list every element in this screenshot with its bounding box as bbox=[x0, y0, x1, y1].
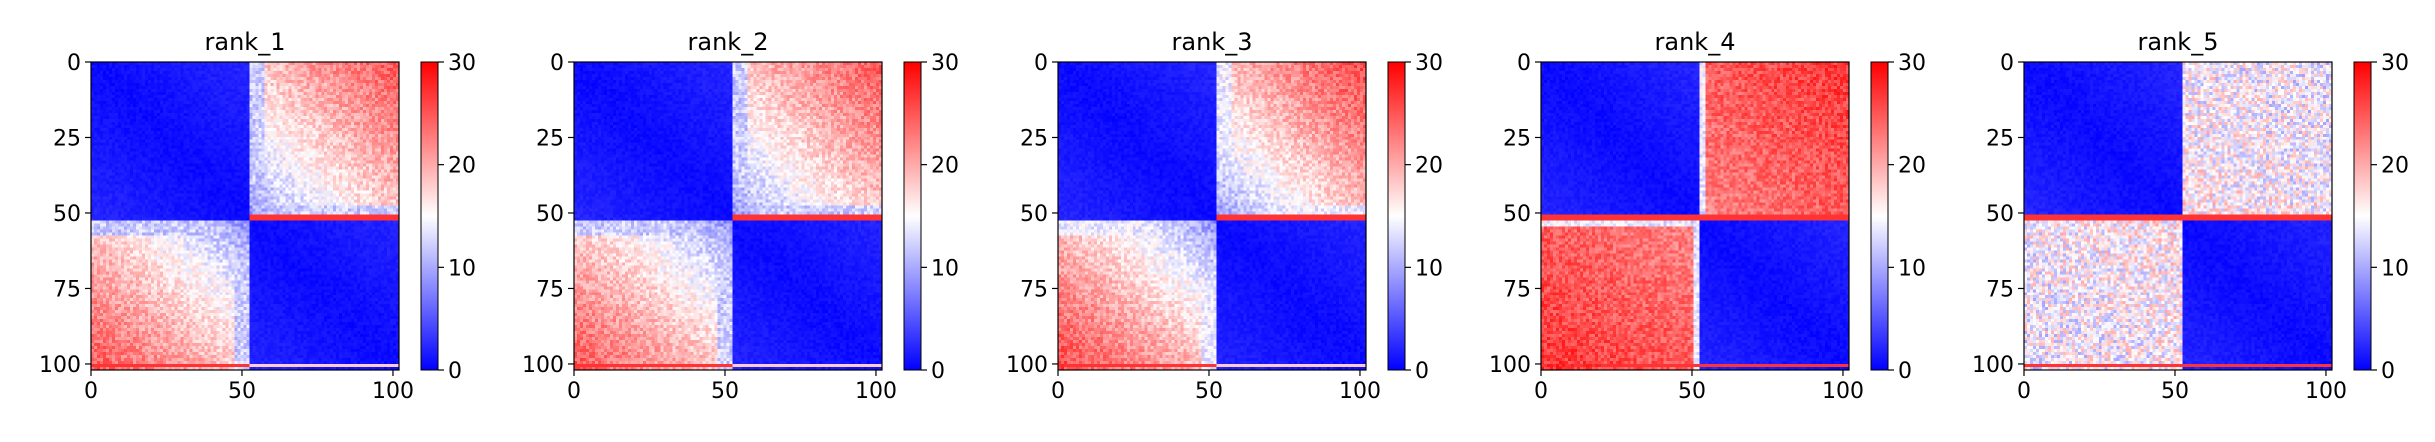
x-tick-label: 50 bbox=[711, 379, 739, 404]
y-tick-label: 25 bbox=[536, 126, 564, 151]
colorbar-tick-label: 0 bbox=[1898, 359, 1912, 384]
y-tick-label: 0 bbox=[1034, 51, 1048, 76]
colorbar bbox=[903, 61, 922, 371]
colorbar-tick-label: 30 bbox=[2381, 51, 2409, 76]
y-tick-label: 0 bbox=[1517, 51, 1531, 76]
heatmap-image bbox=[91, 62, 399, 370]
panel-title: rank_5 bbox=[2138, 28, 2219, 56]
y-tick-label: 100 bbox=[1972, 353, 2014, 378]
colorbar bbox=[2353, 61, 2372, 371]
x-tick-label: 100 bbox=[372, 379, 414, 404]
panel-title: rank_2 bbox=[688, 28, 769, 56]
colorbar-tick-label: 0 bbox=[1415, 359, 1429, 384]
y-tick-label: 25 bbox=[1503, 126, 1531, 151]
colorbar-tick-label: 10 bbox=[1415, 256, 1443, 281]
y-tick-label: 100 bbox=[1489, 353, 1531, 378]
y-tick-label: 75 bbox=[1020, 277, 1048, 302]
y-tick-label: 25 bbox=[1020, 126, 1048, 151]
x-tick-label: 50 bbox=[2161, 379, 2189, 404]
y-tick-label: 75 bbox=[536, 277, 564, 302]
y-tick-label: 75 bbox=[1503, 277, 1531, 302]
x-tick-label: 100 bbox=[1339, 379, 1381, 404]
y-tick-label: 50 bbox=[1020, 202, 1048, 227]
colorbar-tick-label: 0 bbox=[448, 359, 462, 384]
colorbar-tick-label: 30 bbox=[1415, 51, 1443, 76]
x-tick-label: 0 bbox=[1051, 379, 1065, 404]
colorbar-tick-label: 20 bbox=[2381, 154, 2409, 179]
x-tick-label: 50 bbox=[1195, 379, 1223, 404]
y-tick-label: 100 bbox=[522, 353, 564, 378]
y-tick-label: 50 bbox=[53, 202, 81, 227]
x-tick-label: 100 bbox=[855, 379, 897, 404]
colorbar-tick-label: 10 bbox=[931, 256, 959, 281]
y-tick-label: 25 bbox=[1986, 126, 2014, 151]
colorbar-tick-label: 30 bbox=[448, 51, 476, 76]
heatmap-image bbox=[1058, 62, 1366, 370]
x-tick-label: 0 bbox=[1534, 379, 1548, 404]
plot-frame bbox=[1057, 61, 1367, 371]
colorbar-tick-label: 20 bbox=[448, 154, 476, 179]
x-tick-label: 50 bbox=[1678, 379, 1706, 404]
plot-frame bbox=[1540, 61, 1850, 371]
colorbar bbox=[1870, 61, 1889, 371]
colorbar-tick-label: 20 bbox=[1415, 154, 1443, 179]
colorbar-tick-label: 0 bbox=[2381, 359, 2395, 384]
x-tick-label: 0 bbox=[567, 379, 581, 404]
x-tick-label: 50 bbox=[228, 379, 256, 404]
y-tick-label: 0 bbox=[550, 51, 564, 76]
colorbar bbox=[1387, 61, 1406, 371]
plot-frame bbox=[90, 61, 400, 371]
x-tick-label: 100 bbox=[1822, 379, 1864, 404]
y-tick-label: 50 bbox=[536, 202, 564, 227]
panel-title: rank_4 bbox=[1655, 28, 1736, 56]
x-tick-label: 0 bbox=[84, 379, 98, 404]
colorbar-tick-label: 10 bbox=[448, 256, 476, 281]
x-tick-label: 0 bbox=[2017, 379, 2031, 404]
y-tick-label: 75 bbox=[1986, 277, 2014, 302]
panel-title: rank_3 bbox=[1172, 28, 1253, 56]
heatmap-image bbox=[2024, 62, 2332, 370]
y-tick-label: 100 bbox=[1006, 353, 1048, 378]
heatmap-image bbox=[574, 62, 882, 370]
colorbar-tick-label: 10 bbox=[1898, 256, 1926, 281]
colorbar-tick-label: 30 bbox=[931, 51, 959, 76]
y-tick-label: 50 bbox=[1986, 202, 2014, 227]
y-tick-label: 0 bbox=[67, 51, 81, 76]
x-tick-label: 100 bbox=[2305, 379, 2347, 404]
y-tick-label: 50 bbox=[1503, 202, 1531, 227]
y-tick-label: 25 bbox=[53, 126, 81, 151]
y-tick-label: 75 bbox=[53, 277, 81, 302]
colorbar-tick-label: 10 bbox=[2381, 256, 2409, 281]
colorbar-tick-label: 0 bbox=[931, 359, 945, 384]
plot-frame bbox=[2023, 61, 2333, 371]
colorbar bbox=[420, 61, 439, 371]
plot-frame bbox=[573, 61, 883, 371]
heatmap-image bbox=[1541, 62, 1849, 370]
y-tick-label: 0 bbox=[2000, 51, 2014, 76]
colorbar-tick-label: 20 bbox=[1898, 154, 1926, 179]
colorbar-tick-label: 20 bbox=[931, 154, 959, 179]
panel-title: rank_1 bbox=[205, 28, 286, 56]
colorbar-tick-label: 30 bbox=[1898, 51, 1926, 76]
y-tick-label: 100 bbox=[39, 353, 81, 378]
